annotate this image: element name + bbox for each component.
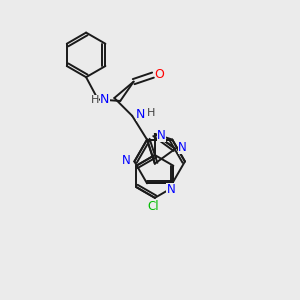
Text: H: H — [146, 108, 155, 118]
Text: Cl: Cl — [148, 200, 159, 213]
Text: N: N — [100, 93, 110, 106]
Text: N: N — [122, 154, 130, 167]
Text: H: H — [91, 95, 99, 105]
Text: N: N — [167, 183, 175, 196]
Text: N: N — [157, 129, 166, 142]
Text: N: N — [178, 141, 187, 154]
Text: O: O — [154, 68, 164, 81]
Text: N: N — [136, 108, 145, 121]
